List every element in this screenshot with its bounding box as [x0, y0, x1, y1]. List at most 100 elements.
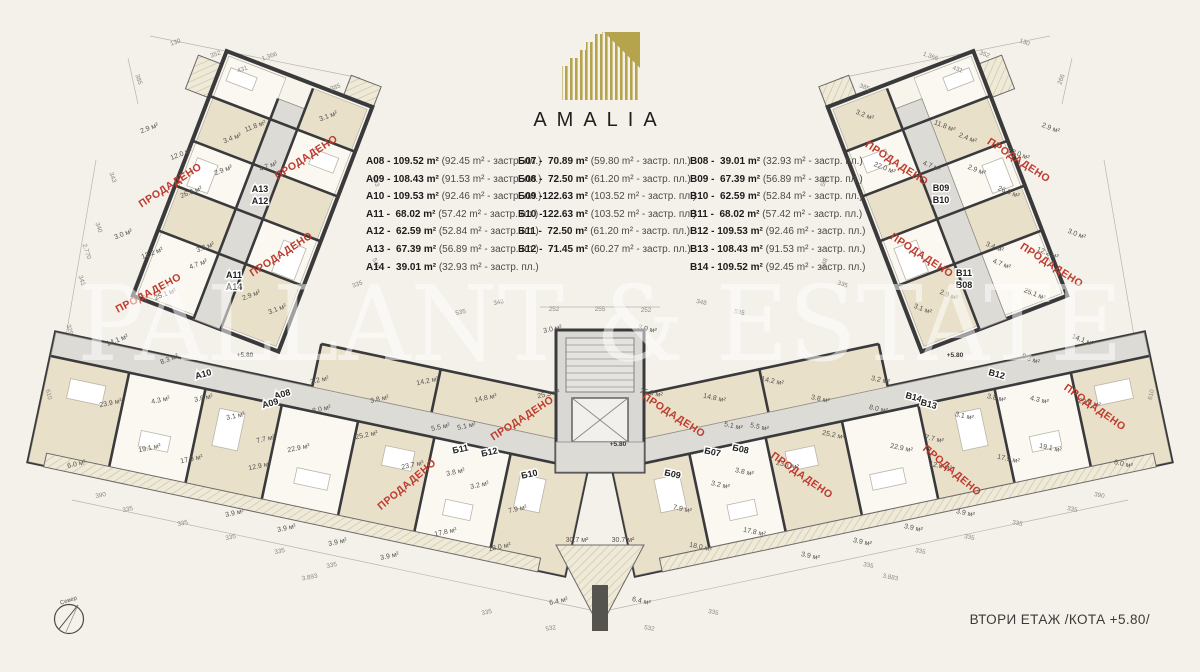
room-area-label: 18.0 м²: [688, 542, 712, 554]
level-markers-layer: +5.80 +5.80 +5.80: [237, 352, 964, 448]
room-area-label: 3.1 м²: [226, 411, 247, 422]
room-area-label: 17.8 м²: [742, 527, 766, 539]
dimension-label: 335: [836, 280, 849, 290]
dimension-label: 335: [326, 561, 338, 570]
room-area-label: 7.7 м²: [924, 434, 945, 445]
dimension-label: 3.893: [301, 572, 318, 582]
dimension-label: 535: [733, 308, 745, 317]
dimension-label: 335: [225, 533, 237, 542]
vertex-pillar: [592, 585, 608, 631]
room-area-label: 19.1 м²: [1038, 443, 1062, 455]
level-marker: +5.80: [610, 441, 627, 448]
dimension-label: 593: [820, 175, 830, 188]
dimension-lines: [51, 35, 1149, 613]
unit-tag: B08: [956, 280, 973, 290]
room-area-label: 8.0 м²: [868, 404, 889, 415]
room-area-label: 22.9 м²: [287, 443, 311, 455]
room-area-label: 23.7 м²: [775, 460, 799, 472]
legend-row: B08 - 39.01 m² (32.93 m² - застр. пл.): [690, 156, 863, 167]
dimension-label: 335: [707, 608, 719, 617]
dimension-label: 532: [643, 624, 655, 633]
floor-title: ВТОРИ ЕТАЖ /КОТА +5.80/: [970, 612, 1150, 627]
room-area-label: 3.0 м²: [113, 228, 134, 242]
level-marker: +5.80: [947, 352, 964, 359]
legend: A08 - 109.52 m² (92.45 m² - застр. пл.) A…: [366, 153, 866, 283]
room-area-label: 3.2 м²: [470, 480, 491, 491]
room-area-label: 25.3 м²: [537, 389, 561, 401]
dimension-label: 335: [274, 547, 286, 556]
dimension-label: 335: [351, 279, 364, 289]
room-area-label: 30.7 м²: [612, 537, 635, 544]
room-area-label: 3.9 м²: [852, 537, 873, 548]
room-area-label: 25.2 м²: [821, 430, 845, 442]
room-area-label: 3.2 м²: [710, 480, 731, 491]
room-area-label: 5.5 м²: [749, 422, 770, 433]
legend-row: Б07 - 70.89 m² (59.80 m² - застр. пл.): [518, 156, 691, 167]
room-area-label: 3.0 м²: [543, 324, 564, 335]
dimension-label: 335: [914, 547, 926, 556]
dimension-label: 340: [93, 221, 103, 234]
legend-row: A11 - 68.02 m² (57.42 m² - застр. пл.): [366, 208, 539, 220]
room-area-label: 5.5 м²: [431, 422, 452, 433]
room-area-label: 3.9 м²: [903, 523, 924, 534]
dimension-label: 335: [963, 533, 975, 542]
room-area-label: 22.9 м²: [889, 443, 913, 455]
legend-column-Б: Б07 - 70.89 m² (59.80 m² - застр. пл.) Б0…: [518, 153, 696, 259]
room-area-label: 25.3 м²: [639, 388, 663, 400]
legend-row: A10 - 109.53 m² (92.46 m² - застр. пл.): [366, 191, 542, 203]
room-area-label: 23.9 м²: [99, 398, 123, 410]
dimension-label: 352: [209, 49, 222, 59]
room-area-label: 3.9 м²: [225, 508, 246, 519]
room-area-label: 3.8 м²: [194, 393, 215, 404]
legend-row: A09 - 108.43 m² (91.53 m² - застр. пл.): [366, 173, 542, 185]
room-area-label: 3.9 м²: [277, 523, 298, 534]
dimension-label: 266: [1057, 73, 1067, 86]
dimension-label: 610: [1147, 388, 1156, 400]
room-area-label: 14.8 м²: [702, 393, 726, 405]
legend-row: A13 - 67.39 m² (56.89 m² - застр. пл.): [366, 243, 539, 255]
legend-column-A: A08 - 109.52 m² (92.45 m² - застр. пл.) A…: [366, 153, 542, 276]
legend-row: Б10 -122.63 m² (103.52 m² - застр. пл.): [518, 208, 697, 220]
room-area-label: 12.9 м²: [248, 461, 272, 473]
unit-tag: B10: [933, 195, 950, 205]
room-area-label: 8.0 м²: [312, 404, 333, 415]
dimension-label: 532: [545, 624, 557, 633]
room-area-label: 3.9 м²: [800, 551, 821, 562]
dimension-label: 3.883: [882, 573, 899, 583]
room-area-label: 23.9 м²: [1077, 398, 1101, 410]
unit-tag: B09: [933, 183, 950, 193]
room-area-label: 6.0 м²: [67, 459, 88, 470]
legend-row: B14 - 109.52 m² (92.45 m² - застр. пл.): [690, 261, 866, 273]
room-area-label: 3.8 м²: [986, 393, 1007, 404]
dimension-label: 335: [177, 519, 189, 528]
legend-row: A12 - 62.59 m² (52.84 m² - застр. пл.): [366, 226, 539, 238]
unit-tag: B11: [956, 268, 972, 278]
unit-tag: A12: [252, 196, 269, 206]
room-area-label: 23.7 м²: [401, 460, 425, 472]
dimension-label: 610: [44, 389, 53, 401]
dimension-label: 343: [107, 171, 117, 184]
level-marker: +5.80: [237, 352, 254, 359]
room-area-label: 17.8 м²: [434, 527, 458, 539]
room-area-label: 5.1 м²: [457, 421, 478, 432]
dimension-label: 335: [862, 561, 874, 570]
dimension-label: 2.770: [81, 243, 93, 261]
room-area-label: 4.3 м²: [151, 395, 172, 406]
unit-tag: A14: [226, 282, 243, 292]
legend-row: A14 - 39.01 m² (32.93 m² - застр. пл.): [366, 261, 539, 273]
left-slab: [26, 330, 595, 578]
room-area-label: 3.9 м²: [328, 537, 349, 548]
room-area-label: 3.9 м²: [955, 508, 976, 519]
dimension-label: 335: [1011, 519, 1023, 528]
room-area-label: 4.3 м²: [1029, 395, 1050, 406]
dimension-label: 130: [1018, 38, 1031, 48]
dimension-label: 329: [65, 324, 75, 337]
dimension-label: 130: [169, 37, 182, 47]
room-area-label: 3.2 м²: [310, 375, 331, 386]
room-area-label: 2.9 м²: [139, 122, 160, 136]
room-area-label: 5.1 м²: [723, 421, 744, 432]
dimension-label: 348: [695, 298, 707, 307]
dimension-label: 255: [595, 306, 606, 313]
